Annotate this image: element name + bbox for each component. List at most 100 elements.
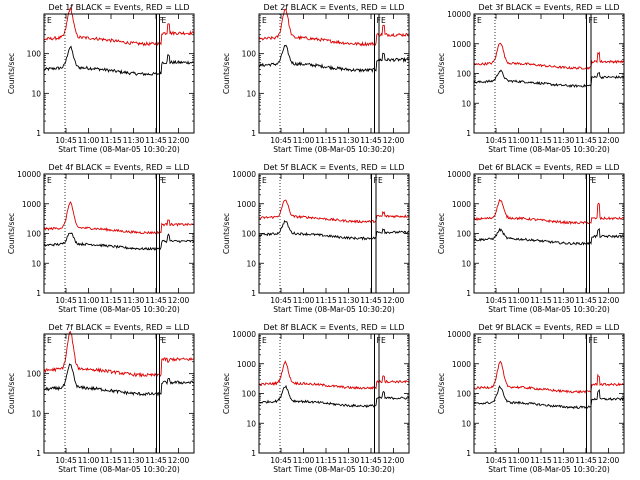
panel-9-marker-label-f: F [589, 336, 593, 345]
panel-3-xtick-label: 11:15 [530, 136, 552, 145]
panel-1-frame [43, 13, 195, 134]
panel-7-xtick-label: 11:45 [145, 456, 167, 465]
panel-8-ytick-label: 10000 [232, 330, 256, 339]
panel-4-series-lld [43, 201, 195, 235]
panel-1-xtick-label: 10:45 [55, 136, 77, 145]
panel-9-ylabel: Counts/sec [437, 373, 446, 414]
panel-9-series-events [473, 385, 625, 410]
panel-5-marker-label-e2: E [378, 176, 383, 185]
panel-7-marker-label-f: F [159, 336, 163, 345]
panel-1-ytick-label: 10 [31, 89, 41, 98]
panel-2-xtick-label: 11:15 [315, 136, 337, 145]
panel-3-xlabel: Start Time (08-Mar-05 10:30:20) [488, 145, 610, 154]
panel-8-marker-label-e2: E [381, 336, 386, 345]
panel-1-xtick-label: 11:45 [145, 136, 167, 145]
panel-2-series-events [258, 44, 410, 74]
panel-3-xtick-label: 11:30 [553, 136, 575, 145]
panel-8-marker-label-f: F [377, 336, 381, 345]
panel-3-marker-label-e2: E [593, 16, 598, 25]
panel-5-ytick-label: 100 [242, 230, 257, 239]
panel-5-xtick-label: 11:00 [293, 296, 315, 305]
panel-6-marker-label-f: F [589, 176, 593, 185]
panel-9-xtick-label: 11:30 [553, 456, 575, 465]
panel-7-frame [43, 333, 195, 454]
panel-4-series-events [43, 232, 195, 251]
panel-4-frame [43, 173, 195, 294]
panel-9-marker-label-e2: E [593, 336, 598, 345]
panel-3-frame [473, 13, 625, 134]
panel-8-series-events [258, 384, 410, 409]
panel-4-xtick-label: 11:30 [123, 296, 145, 305]
panel-4-xtick-label: 11:45 [145, 296, 167, 305]
panel-3-xtick-label: 10:45 [485, 136, 507, 145]
panel-7-ytick-label: 1 [36, 449, 41, 458]
panel-6-xtick-label: 10:45 [485, 296, 507, 305]
panel-4-ytick-label: 1 [36, 289, 41, 298]
panel-5-series-events [258, 220, 410, 241]
panel-8-xtick-label: 11:00 [293, 456, 315, 465]
panel-4-ylabel: Counts/sec [7, 213, 16, 254]
panel-2-xlabel: Start Time (08-Mar-05 10:30:20) [273, 145, 395, 154]
panel-6-ytick-label: 10 [461, 259, 471, 268]
panel-6-marker-label-e2: E [592, 176, 597, 185]
panel-5-ytick-label: 10000 [232, 170, 256, 179]
panel-6-ytick-label: 100 [457, 230, 472, 239]
panel-5-xtick-label: 11:15 [315, 296, 337, 305]
panel-9-series-lld [474, 360, 625, 394]
panel-3-ytick-label: 100 [457, 70, 472, 79]
panel-9-marker-label-e: E [477, 336, 482, 345]
panel-9-xtick-label: 11:00 [508, 456, 530, 465]
panel-1-marker-label-e: E [47, 16, 52, 25]
panel-6-xtick-label: 12:00 [598, 296, 620, 305]
panel-2-ylabel: Counts/sec [222, 53, 231, 94]
panel-4-ytick-label: 10000 [17, 170, 41, 179]
panel-3-ytick-label: 1000 [452, 40, 471, 49]
panel-9-ytick-label: 1 [466, 449, 471, 458]
panel-2-ytick-label: 10 [246, 89, 256, 98]
panel-2-xtick-label: 11:45 [360, 136, 382, 145]
panel-3-marker-label-f: F [589, 16, 593, 25]
panel-4-ytick-label: 100 [27, 230, 42, 239]
panel-7-ytick-label: 10 [31, 409, 41, 418]
panel-5-marker-label-f: F [374, 176, 378, 185]
panel-6-ytick-label: 10000 [447, 170, 471, 179]
panel-5-ytick-label: 1000 [237, 200, 256, 209]
panel-8-series-lld [258, 360, 410, 390]
panel-7-title: Det 7f BLACK = Events, RED = LLD [48, 323, 189, 332]
panel-5-xtick-label: 11:45 [360, 296, 382, 305]
panel-5-xlabel: Start Time (08-Mar-05 10:30:20) [273, 305, 395, 314]
panel-6-frame [473, 173, 625, 294]
panel-3-series-lld [473, 42, 625, 70]
panel-3-series-events [473, 69, 625, 89]
panel-5-xtick-label: 12:00 [383, 296, 405, 305]
panel-2-xtick-label: 11:00 [293, 136, 315, 145]
panel-7-xtick-label: 11:30 [123, 456, 145, 465]
panel-7-marker-label-e2: E [162, 336, 167, 345]
panel-1-series-events [43, 45, 195, 77]
panel-8-xtick-label: 11:45 [360, 456, 382, 465]
panel-8-xtick-label: 10:45 [270, 456, 292, 465]
panel-6-xtick-label: 11:30 [553, 296, 575, 305]
panel-9-title: Det 9f BLACK = Events, RED = LLD [478, 323, 619, 332]
panel-5-ytick-label: 10 [246, 259, 256, 268]
panel-9-ytick-label: 100 [457, 390, 472, 399]
panel-1-title: Det 1f BLACK = Events, RED = LLD [48, 3, 189, 12]
panel-6-ytick-label: 1000 [452, 200, 471, 209]
panel-1-ylabel: Counts/sec [7, 53, 16, 94]
panel-4-title: Det 4f BLACK = Events, RED = LLD [48, 163, 189, 172]
panel-9-ytick-label: 10000 [447, 330, 471, 339]
panel-7-ytick-label: 100 [27, 370, 42, 379]
panel-4-ytick-label: 10 [31, 259, 41, 268]
panel-5-xtick-label: 11:30 [338, 296, 360, 305]
panel-5-xtick-label: 10:45 [270, 296, 292, 305]
panel-6-xtick-label: 11:45 [575, 296, 597, 305]
panel-7-xtick-label: 11:15 [100, 456, 122, 465]
panel-3-xtick-label: 11:00 [508, 136, 530, 145]
